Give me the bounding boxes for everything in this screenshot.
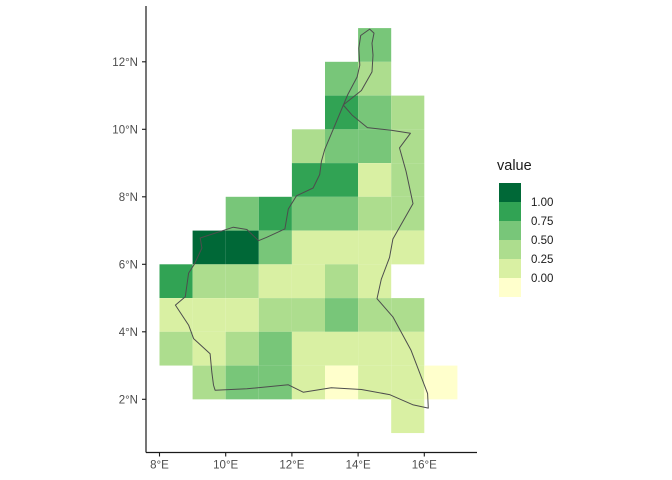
legend-label: 1.00 [531,197,553,209]
map-tile [325,230,359,265]
map-tile [391,399,425,434]
map-tile [391,95,425,130]
legend-label: 0.25 [531,254,553,266]
map-tile [225,365,259,400]
legend-swatch [499,278,521,297]
map-tile [291,163,325,197]
map-tile [358,230,392,265]
map-tile [358,95,392,130]
legend-label: 0.50 [531,235,553,247]
map-tile [258,230,292,265]
map-tile [325,298,359,332]
x-tick-label: 16°E [412,460,437,472]
map-tile [258,264,292,299]
map-tile [192,365,226,400]
country-border [174,28,429,409]
legend-label: 0.00 [531,273,553,285]
map-tile [424,365,458,400]
map-tile [325,61,359,96]
map-tile [358,298,392,332]
map-tile [358,129,392,164]
map-tile [325,196,359,231]
map-tile [159,331,193,366]
map-tile [225,298,259,332]
map-tile [391,298,425,332]
x-tick-label: 12°E [279,460,304,472]
map-tile [291,264,325,299]
x-tick-label: 14°E [346,460,371,472]
legend-swatch [499,259,521,278]
map-tile [325,163,359,197]
y-tick-label: 10°N [112,124,138,136]
map-tile [225,331,259,366]
map-tile [192,230,226,265]
map-tile [325,331,359,366]
legend-label: 0.75 [531,216,553,228]
map-tile [391,331,425,366]
legend-swatch [499,240,521,259]
axes: 8°E 10°E 12°E 14°E 16°E 2°N 4°N 6°N 8°N 10°N 12°N [112,6,477,472]
map-tile [291,196,325,231]
map-tile [291,331,325,366]
map-tile [291,365,325,400]
x-tick-label: 8°E [150,460,169,472]
map-tile [258,365,292,400]
map-tile [391,129,425,164]
map-tile [391,230,425,265]
map-tile [225,264,259,299]
map-tile [358,28,392,62]
map-tile [225,196,259,231]
map-tile [358,196,392,231]
legend-title: value [497,158,532,174]
y-tick-label: 12°N [112,57,138,69]
map-tile [258,196,292,231]
x-tick-label: 10°E [213,460,238,472]
y-tick-label: 4°N [119,327,138,339]
map-tiles [159,28,458,434]
map-tile [291,298,325,332]
y-tick-label: 2°N [119,394,138,406]
map-tile [358,61,392,96]
legend: value 1.00 0.75 0.50 0.25 0.00 [497,158,553,297]
map-tile [325,95,359,130]
map-tile [258,331,292,366]
map-tile [325,365,359,400]
map-tile [325,264,359,299]
map-tile [325,129,359,164]
map-tile [291,230,325,265]
y-tick-label: 8°N [119,192,138,204]
map-tile [358,163,392,197]
map-tile [291,129,325,164]
map-tile [192,264,226,299]
legend-swatch [499,183,521,202]
y-tick-label: 6°N [119,259,138,271]
legend-swatch [499,202,521,221]
map-tile [192,331,226,366]
legend-swatch [499,221,521,240]
map-tile [258,298,292,332]
map-tile [358,331,392,366]
map-tile [192,298,226,332]
map-tile [159,298,193,332]
map-tile [358,264,392,299]
